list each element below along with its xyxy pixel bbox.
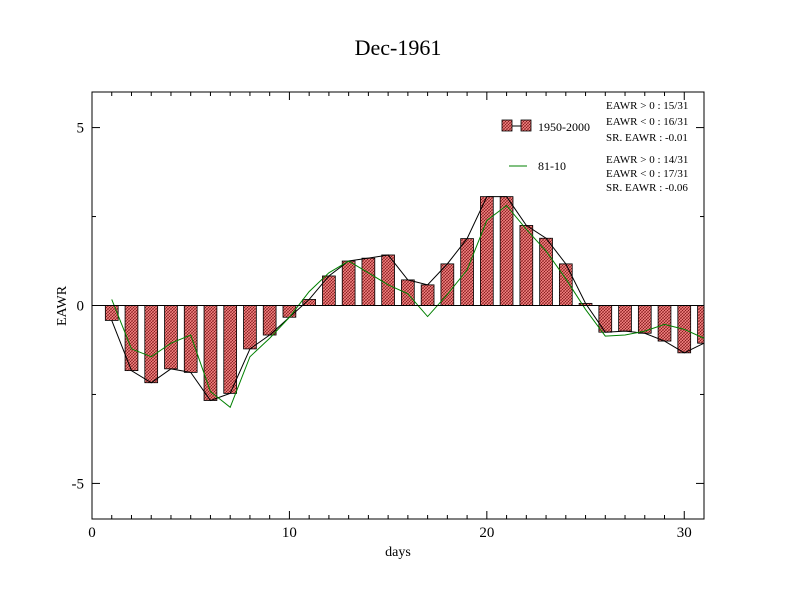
lines-layer [111, 196, 705, 409]
bar-day-17 [420, 284, 435, 306]
stat-1950-pos: EAWR > 0 : 15/31 [606, 100, 688, 112]
bar-day-21 [499, 196, 514, 306]
bar-day-5 [183, 305, 198, 373]
bar-day-13 [341, 260, 356, 306]
bar-day-22 [519, 225, 534, 306]
legend-label-1950-2000: 1950-2000 [538, 120, 590, 134]
bar-day-29 [657, 305, 672, 342]
x-tick-label: 20 [479, 525, 494, 541]
legend-bar-swatch-left [501, 119, 513, 132]
series-line-1950-2000 [111, 196, 705, 402]
stat-1950-sr: SR. EAWR : -0.01 [606, 132, 688, 144]
bar-day-11 [302, 299, 316, 306]
bar-day-20 [480, 196, 494, 306]
legend-label-81-10: 81-10 [538, 159, 566, 173]
bar-day-26 [598, 305, 613, 333]
series-line-81-10 [111, 204, 705, 409]
stat-8110-sr: SR. EAWR : -0.06 [606, 182, 688, 194]
x-tick-label: 10 [282, 525, 297, 541]
axes-layer: 0 10 20 30 5 0 -5 [72, 92, 705, 541]
y-tick-label: -5 [72, 476, 85, 492]
bar-day-15 [381, 254, 395, 306]
bar-day-3 [144, 305, 159, 384]
bars-layer [104, 196, 705, 401]
bar-day-7 [223, 305, 238, 394]
legend: 1950-2000 81-10 [501, 119, 590, 173]
bar-day-16 [401, 279, 415, 306]
bar-day-12 [322, 275, 336, 306]
bar-day-24 [558, 263, 573, 306]
bar-day-6 [203, 305, 218, 401]
x-tick-label: 30 [677, 525, 692, 541]
stat-8110-neg: EAWR < 0 : 17/31 [606, 168, 688, 180]
x-tick-label: 0 [88, 525, 96, 541]
bar-day-8 [243, 305, 257, 350]
bar-day-27 [618, 305, 632, 332]
stat-1950-neg: EAWR < 0 : 16/31 [606, 116, 688, 128]
y-tick-label: 5 [77, 121, 85, 137]
y-axis-label: EAWR [55, 285, 70, 326]
stats-group-1: EAWR > 0 : 15/31 EAWR < 0 : 16/31 SR. EA… [606, 100, 688, 144]
y-tick-label: 0 [77, 299, 85, 315]
bar-day-19 [460, 238, 474, 306]
bar-day-14 [361, 257, 376, 306]
stat-8110-pos: EAWR > 0 : 14/31 [606, 154, 688, 166]
stats-group-2: EAWR > 0 : 14/31 EAWR < 0 : 17/31 SR. EA… [606, 154, 688, 194]
legend-bar-swatch-right [520, 119, 532, 132]
bar-day-23 [539, 237, 553, 306]
bar-day-4 [164, 305, 178, 370]
x-axis-label: days [385, 545, 411, 560]
bar-day-1 [104, 305, 119, 321]
chart-title: Dec-1961 [355, 35, 442, 60]
